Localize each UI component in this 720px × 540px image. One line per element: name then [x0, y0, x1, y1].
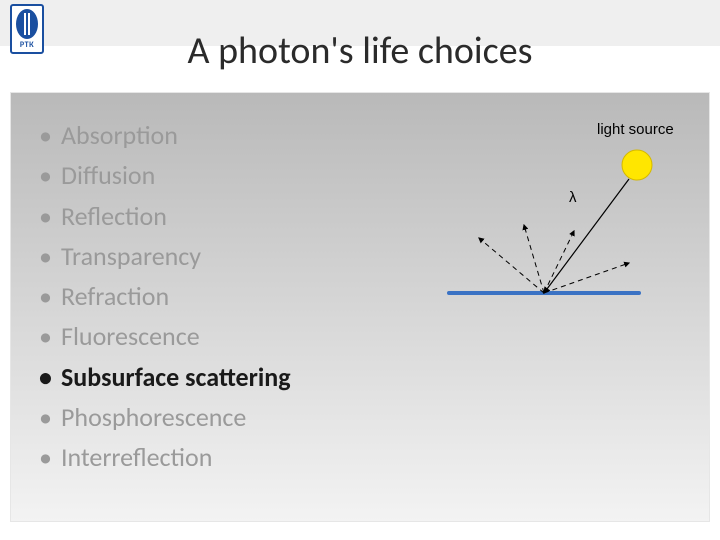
lambda-label: λ [569, 189, 577, 206]
list-item: Interreflection [39, 437, 291, 477]
list-item: Reflection [39, 196, 291, 236]
list-item: Subsurface scattering [39, 357, 291, 397]
list-item: Diffusion [39, 155, 291, 195]
list-item: Fluorescence [39, 316, 291, 356]
diagram-svg [389, 113, 689, 333]
light-source-icon [622, 150, 652, 180]
list-item: Phosphorescence [39, 397, 291, 437]
list-item: Absorption [39, 115, 291, 155]
light-source-label: light source [597, 121, 674, 138]
content-panel: AbsorptionDiffusionReflectionTransparenc… [10, 92, 710, 522]
scattering-diagram: light source λ [389, 113, 689, 333]
list-item: Refraction [39, 276, 291, 316]
incident-ray [544, 179, 629, 293]
scattered-ray [524, 225, 544, 293]
slide-title: A photon's life choices [0, 28, 720, 74]
list-item: Transparency [39, 236, 291, 276]
scattered-ray [479, 238, 544, 293]
choices-list: AbsorptionDiffusionReflectionTransparenc… [39, 115, 291, 478]
